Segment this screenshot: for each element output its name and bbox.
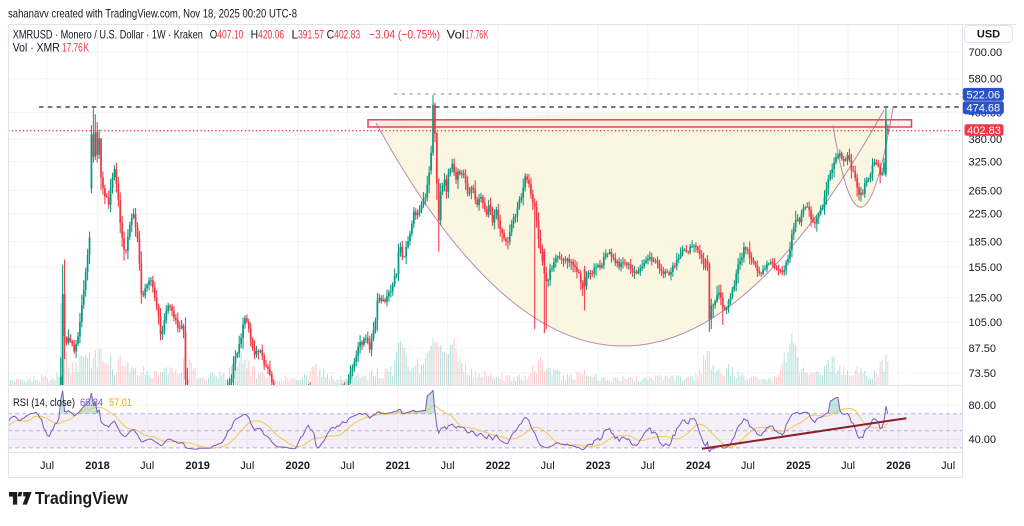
- svg-text:407.10: 407.10: [217, 27, 243, 41]
- svg-text:−3.04 (−0.75%): −3.04 (−0.75%): [369, 27, 440, 41]
- svg-text:Jul: Jul: [741, 460, 755, 472]
- svg-text:RSI (14, close): RSI (14, close): [13, 397, 75, 409]
- svg-text:105.00: 105.00: [969, 317, 1003, 329]
- svg-text:380.00: 380.00: [969, 134, 1003, 146]
- svg-text:Jul: Jul: [240, 460, 254, 472]
- svg-text:580.00: 580.00: [969, 74, 1003, 86]
- svg-text:H: H: [251, 27, 259, 41]
- svg-text:Jul: Jul: [140, 460, 154, 472]
- svg-text:Jul: Jul: [641, 460, 655, 472]
- svg-text:2025: 2025: [786, 460, 810, 472]
- svg-text:87.50: 87.50: [969, 343, 997, 355]
- svg-text:USD: USD: [977, 29, 1000, 41]
- svg-text:66.84: 66.84: [80, 397, 103, 409]
- svg-text:391.57: 391.57: [298, 27, 324, 41]
- svg-text:2024: 2024: [686, 460, 711, 472]
- svg-text:17.76 K: 17.76 K: [466, 27, 489, 41]
- svg-text:2019: 2019: [185, 460, 209, 472]
- svg-text:L: L: [292, 27, 299, 41]
- svg-text:C: C: [327, 27, 335, 41]
- svg-text:XMRUSD · Monero / U.S. Dollar: XMRUSD · Monero / U.S. Dollar · 1W · Kra…: [13, 27, 203, 41]
- svg-text:402.83: 402.83: [967, 125, 1001, 137]
- svg-text:sahanavv created with TradingV: sahanavv created with TradingView.com, N…: [8, 7, 297, 21]
- svg-text:185.00: 185.00: [969, 237, 1003, 249]
- svg-text:2018: 2018: [85, 460, 109, 472]
- svg-text:325.00: 325.00: [969, 156, 1003, 168]
- svg-text:402.83: 402.83: [334, 27, 360, 41]
- svg-text:420.06: 420.06: [258, 27, 284, 41]
- svg-text:73.50: 73.50: [969, 368, 997, 380]
- svg-text:155.00: 155.00: [969, 262, 1003, 274]
- svg-text:40.00: 40.00: [969, 434, 997, 446]
- svg-text:Jul: Jul: [40, 460, 54, 472]
- svg-text:474.68: 474.68: [966, 103, 1000, 115]
- svg-text:2023: 2023: [586, 460, 610, 472]
- svg-text:225.00: 225.00: [969, 209, 1003, 221]
- svg-text:125.00: 125.00: [969, 292, 1003, 304]
- svg-text:Vol: Vol: [447, 27, 465, 41]
- svg-text:17.76 K: 17.76 K: [62, 40, 89, 54]
- svg-text:Jul: Jul: [340, 460, 354, 472]
- svg-text:2020: 2020: [286, 460, 310, 472]
- svg-text:2022: 2022: [486, 460, 510, 472]
- svg-text:700.00: 700.00: [969, 47, 1003, 59]
- svg-text:2026: 2026: [886, 460, 910, 472]
- svg-text:TradingView: TradingView: [35, 488, 128, 508]
- svg-text:80.00: 80.00: [969, 400, 997, 412]
- svg-text:Jul: Jul: [541, 460, 555, 472]
- svg-text:Vol · XMR: Vol · XMR: [13, 40, 60, 54]
- svg-text:Jul: Jul: [941, 460, 955, 472]
- svg-text:O: O: [210, 27, 218, 41]
- svg-text:Jul: Jul: [441, 460, 455, 472]
- svg-text:265.00: 265.00: [969, 185, 1003, 197]
- svg-text:57.01: 57.01: [109, 397, 132, 409]
- svg-text:Jul: Jul: [841, 460, 855, 472]
- svg-text:522.06: 522.06: [966, 89, 1000, 101]
- svg-text:2021: 2021: [386, 460, 410, 472]
